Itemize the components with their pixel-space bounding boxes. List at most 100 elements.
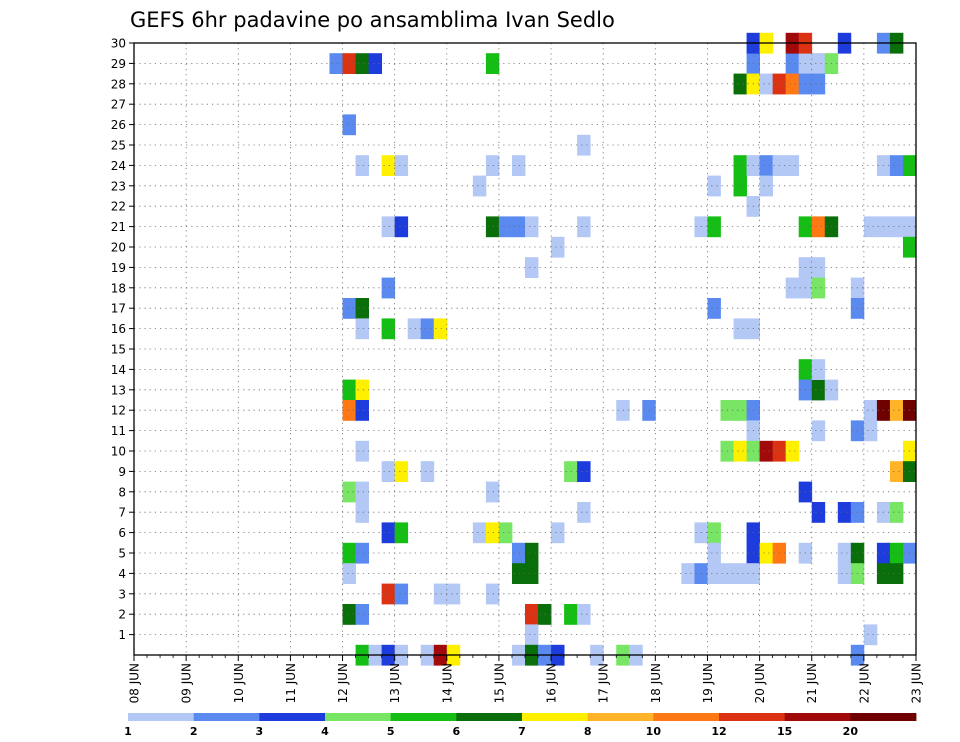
precip-cell bbox=[342, 481, 356, 503]
precip-cell bbox=[394, 155, 409, 176]
x-tick-label: 13 JUN bbox=[388, 663, 402, 703]
y-axis: 1234567891011121314151617181920212223242… bbox=[111, 37, 134, 642]
y-tick-label: 3 bbox=[118, 587, 126, 601]
colorbar-segment bbox=[850, 713, 917, 721]
precip-cell bbox=[342, 53, 356, 74]
precip-cell bbox=[342, 542, 356, 564]
x-tick-label: 17 JUN bbox=[597, 663, 611, 703]
precip-cell bbox=[485, 53, 500, 74]
precip-cell bbox=[381, 583, 396, 605]
precip-cell bbox=[811, 73, 826, 95]
precip-cell bbox=[577, 461, 591, 482]
precip-cell bbox=[342, 400, 356, 421]
precip-cell bbox=[446, 583, 461, 605]
precip-cell bbox=[811, 53, 826, 74]
precip-cell bbox=[863, 216, 878, 238]
precip-cell bbox=[511, 563, 526, 584]
precip-cell bbox=[525, 563, 539, 584]
y-tick-label: 20 bbox=[111, 241, 126, 255]
y-tick-label: 12 bbox=[111, 404, 126, 418]
colorbar-label: 3 bbox=[256, 725, 264, 738]
precip-cell bbox=[355, 440, 369, 462]
precip-cell bbox=[394, 522, 409, 544]
y-tick-label: 22 bbox=[111, 200, 126, 214]
y-tick-label: 7 bbox=[118, 506, 126, 520]
y-tick-label: 21 bbox=[111, 220, 126, 234]
colorbar-label: 8 bbox=[584, 725, 592, 738]
precip-cell bbox=[420, 461, 435, 482]
precip-cell bbox=[785, 277, 800, 299]
precip-cell bbox=[889, 155, 904, 176]
y-tick-label: 28 bbox=[111, 77, 126, 91]
y-tick-label: 11 bbox=[111, 424, 126, 438]
precip-cell bbox=[889, 400, 904, 421]
precip-cell bbox=[342, 604, 356, 625]
x-tick-label: 10 JUN bbox=[232, 663, 246, 703]
precip-cell bbox=[863, 624, 878, 646]
precip-cell bbox=[329, 53, 343, 74]
chart-title: GEFS 6hr padavine po ansamblima Ivan Sed… bbox=[130, 8, 615, 32]
precip-cell bbox=[811, 277, 826, 299]
precip-cell bbox=[381, 318, 396, 340]
precip-cell bbox=[889, 563, 904, 584]
precip-cell bbox=[394, 216, 409, 238]
y-tick-label: 26 bbox=[111, 118, 126, 132]
precip-cell bbox=[759, 542, 774, 564]
colorbar-label: 20 bbox=[843, 725, 859, 738]
precip-cell bbox=[889, 502, 904, 523]
precip-cell bbox=[759, 73, 774, 95]
precip-cell bbox=[863, 400, 878, 421]
colorbar-label: 12 bbox=[711, 725, 726, 738]
y-tick-label: 6 bbox=[118, 526, 126, 540]
precip-cell bbox=[381, 522, 396, 544]
y-tick-label: 9 bbox=[118, 465, 126, 479]
colorbar-label: 6 bbox=[453, 725, 461, 738]
precip-cell bbox=[759, 175, 774, 197]
precip-cell bbox=[733, 175, 747, 197]
colorbar-label: 5 bbox=[387, 725, 395, 738]
x-tick-label: 14 JUN bbox=[440, 663, 454, 703]
y-tick-label: 16 bbox=[111, 322, 126, 336]
precip-cell bbox=[525, 216, 539, 238]
precip-cell bbox=[485, 522, 500, 544]
colorbar-segment bbox=[128, 713, 195, 721]
precip-cell bbox=[511, 155, 526, 176]
precip-cell bbox=[498, 216, 513, 238]
precip-cell bbox=[485, 481, 500, 503]
x-tick-label: 12 JUN bbox=[336, 663, 350, 703]
precip-cell bbox=[525, 257, 539, 278]
y-tick-label: 15 bbox=[111, 343, 126, 357]
precip-cell bbox=[342, 114, 356, 136]
y-tick-label: 4 bbox=[118, 567, 126, 581]
colorbar-label: 15 bbox=[777, 725, 792, 738]
precip-cell bbox=[355, 542, 369, 564]
precip-cell bbox=[837, 563, 852, 584]
y-tick-label: 27 bbox=[111, 98, 126, 112]
precip-cell bbox=[381, 216, 396, 238]
precip-cell bbox=[420, 318, 435, 340]
x-tick-label: 16 JUN bbox=[545, 663, 559, 703]
precip-cell bbox=[681, 563, 695, 584]
y-tick-label: 30 bbox=[111, 37, 126, 51]
precip-cell bbox=[733, 400, 747, 421]
precip-cell bbox=[472, 175, 487, 197]
precip-cell bbox=[485, 216, 500, 238]
precip-cell bbox=[707, 542, 721, 564]
y-tick-label: 17 bbox=[111, 302, 126, 316]
precip-cell bbox=[407, 318, 422, 340]
precip-cell bbox=[811, 379, 826, 401]
precip-cell bbox=[342, 563, 356, 584]
precip-cell bbox=[889, 542, 904, 564]
x-tick-label: 11 JUN bbox=[284, 663, 298, 703]
y-tick-label: 14 bbox=[111, 363, 126, 377]
precip-cell bbox=[355, 379, 369, 401]
precip-cell bbox=[577, 134, 591, 156]
precip-cell bbox=[785, 53, 800, 74]
precip-cell bbox=[525, 604, 539, 625]
colorbar: 1 2 3 4 5 6 7 8 10 12 15 20 bbox=[124, 713, 917, 738]
x-tick-label: 09 JUN bbox=[180, 663, 194, 703]
precip-cell bbox=[889, 461, 904, 482]
y-tick-label: 8 bbox=[118, 485, 126, 499]
precip-cell bbox=[785, 440, 800, 462]
